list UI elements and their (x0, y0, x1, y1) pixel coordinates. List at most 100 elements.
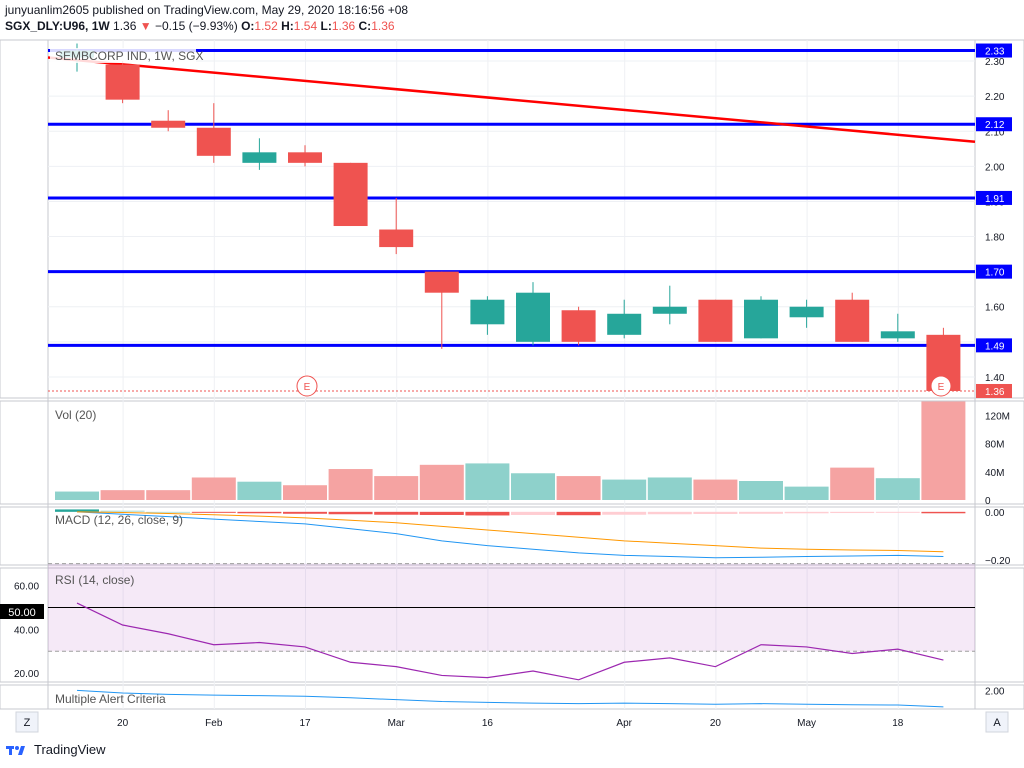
volume-bar (419, 464, 464, 500)
level-price-tag (976, 338, 1012, 353)
volume-bar (237, 481, 282, 500)
chart-header: junyuanlim2605 published on TradingView.… (5, 2, 408, 34)
publish-line: junyuanlim2605 published on TradingView.… (5, 3, 409, 17)
title-backdrop (50, 48, 196, 63)
macd-histogram-bar (602, 511, 647, 515)
macd-histogram-bar (511, 511, 555, 515)
candle-body[interactable] (561, 310, 596, 342)
volume-bar (283, 485, 327, 500)
axes: 2.302.202.102.001.901.801.701.601.501.40… (14, 43, 1012, 729)
volume-tick-label: 0 (985, 496, 991, 507)
auto-scale-button[interactable]: A (985, 711, 1009, 733)
macd-histogram-bar (146, 511, 191, 513)
macd-signal-line (76, 511, 944, 553)
time-tick-label: Apr (616, 718, 632, 729)
last-price-label: 1.36 (985, 387, 1005, 398)
event-marker-1[interactable]: E (296, 375, 318, 397)
volume-bar (374, 476, 419, 500)
time-tick-label: 20 (117, 718, 129, 729)
candle-body[interactable] (470, 299, 505, 325)
chart-svg: SEMBCORP IND, 1W, SGX E E Vol (20) MACD … (0, 39, 1024, 733)
candle-body[interactable] (835, 299, 870, 342)
candle-body[interactable] (744, 299, 778, 339)
event-marker-2[interactable]: E (930, 375, 952, 397)
volume-bar (55, 491, 99, 500)
level-price-tag (976, 117, 1012, 132)
price-tick-label: 2.20 (985, 92, 1005, 103)
high-label: H: (281, 19, 294, 33)
macd-histogram-bar (830, 511, 875, 514)
volume-bar (511, 473, 555, 500)
rsi-tick-label: 40.00 (14, 625, 39, 636)
time-tick-label: 17 (299, 718, 311, 729)
footer[interactable]: TradingView (6, 742, 106, 757)
candle-body[interactable] (105, 64, 140, 100)
pane-frame (0, 567, 1024, 683)
macd-histogram-bar (55, 509, 99, 512)
time-tick-label: 18 (892, 718, 904, 729)
macd-line (76, 511, 944, 559)
rsi-tick-label: 20.00 (14, 669, 39, 680)
candle-body[interactable] (698, 299, 733, 342)
macd-histogram-bar (283, 511, 327, 514)
ohlc-line: SGX_DLY:U96, 1W 1.36 ▼ −0.15 (−9.93%) O:… (5, 18, 408, 34)
down-arrow-icon: ▼ (139, 19, 152, 33)
macd-histogram (55, 509, 966, 516)
volume-bar (875, 478, 920, 500)
alert-tick-label: 2.00 (985, 686, 1005, 697)
candle-body[interactable] (196, 127, 231, 156)
macd-pane: MACD (12, 26, close, 9) (55, 509, 966, 559)
candle-body[interactable] (242, 152, 277, 163)
macd-pane-title: MACD (12, 26, close, 9) (55, 513, 183, 527)
level-price-tag (976, 190, 1012, 205)
macd-tick-label: −0.20 (985, 556, 1011, 567)
macd-histogram-bar (693, 511, 738, 515)
candle-body[interactable] (379, 229, 414, 248)
open-value: 1.52 (254, 19, 278, 33)
macd-histogram-bar (419, 511, 464, 515)
open-label: O: (241, 19, 255, 33)
volume-bar (784, 486, 829, 500)
time-tick-label: Feb (205, 718, 223, 729)
candle-body[interactable] (516, 292, 550, 342)
alert-pane: Multiple Alert Criteria (55, 689, 944, 708)
volume-bar (693, 479, 738, 500)
rsi-line (76, 602, 944, 681)
price-pane-title: SEMBCORP IND, 1W, SGX (55, 49, 203, 63)
candle-body[interactable] (607, 313, 642, 335)
macd-histogram-bar (784, 511, 829, 514)
rsi-pane-title: RSI (14, close) (55, 573, 134, 587)
candle-body[interactable] (288, 152, 322, 163)
candle-body[interactable] (151, 120, 186, 128)
price-tick-label: 2.10 (985, 127, 1005, 138)
volume-tick-label: 120M (985, 412, 1010, 423)
volume-tick-label: 40M (985, 468, 1004, 479)
price-tick-label: 1.40 (985, 373, 1005, 384)
volume-tick-label: 80M (985, 440, 1004, 451)
candle-body[interactable] (424, 271, 459, 293)
macd-histogram-bar (328, 511, 373, 515)
candle-body[interactable] (789, 306, 824, 318)
high-value: 1.54 (293, 19, 318, 33)
level-price-tag (976, 264, 1012, 279)
volume-bar (921, 401, 966, 500)
last-price-tag (976, 383, 1012, 398)
candle-body[interactable] (880, 331, 915, 339)
volume-bars (55, 401, 966, 500)
volume-bar (191, 477, 236, 500)
low-value: 1.36 (331, 19, 356, 33)
candle-body[interactable] (652, 306, 687, 314)
volume-bar (647, 477, 692, 500)
volume-bar (830, 467, 875, 500)
volume-pane-title: Vol (20) (55, 408, 96, 422)
time-tick-label: 20 (710, 718, 722, 729)
zoom-button[interactable]: Z (15, 711, 39, 733)
volume-bar (739, 481, 783, 500)
macd-histogram-bar (465, 511, 510, 516)
candle-body[interactable] (333, 162, 368, 227)
macd-histogram-bar (739, 511, 783, 514)
volume-bar (100, 490, 145, 500)
alert-criteria-line (76, 689, 944, 708)
macd-histogram-bar (875, 511, 920, 513)
price-tick-label: 2.00 (985, 162, 1005, 173)
